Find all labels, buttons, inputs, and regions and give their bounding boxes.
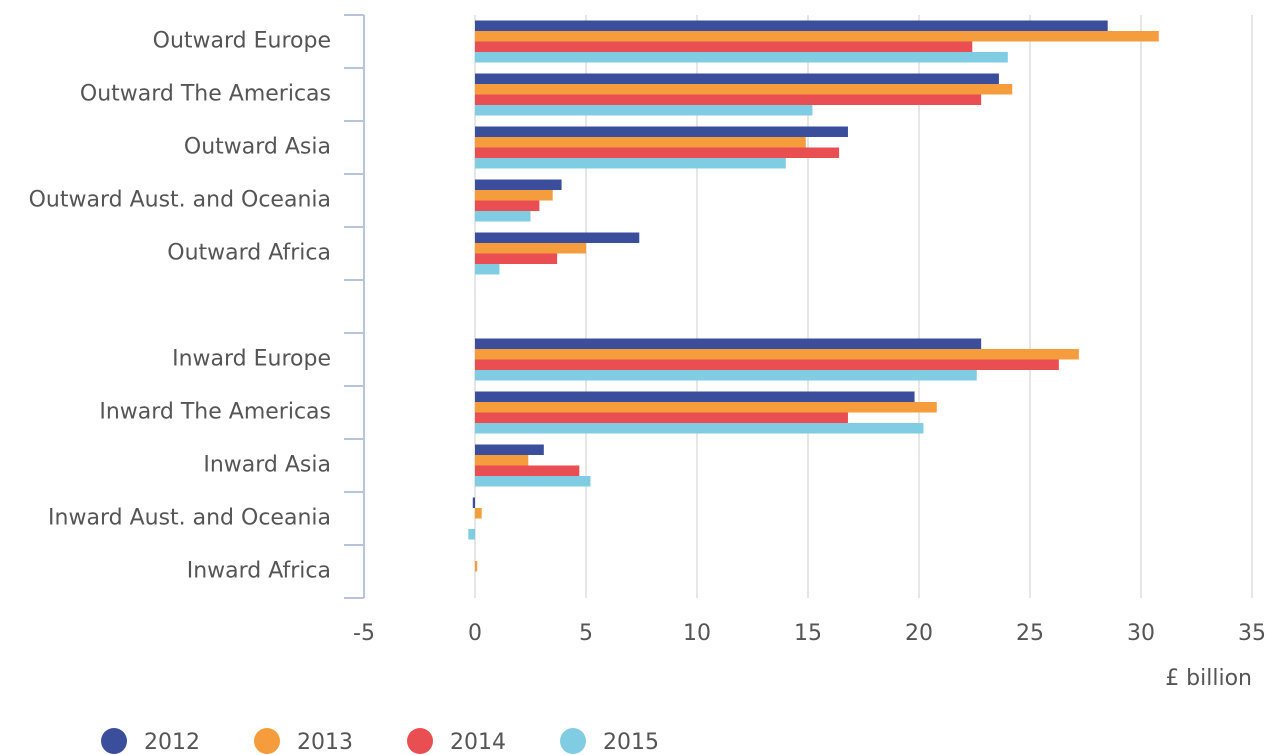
- bar: [475, 200, 540, 211]
- bar: [475, 137, 806, 148]
- bar: [475, 84, 1013, 95]
- bar: [475, 73, 999, 84]
- bar: [475, 561, 478, 572]
- bar: [475, 423, 924, 434]
- legend-label: 2014: [450, 730, 506, 755]
- bar: [475, 52, 1008, 63]
- y-tick-label: Inward Europe: [172, 347, 331, 372]
- legend-swatch: [560, 728, 586, 754]
- bar: [475, 232, 640, 243]
- bar: [475, 158, 786, 169]
- y-tick-label: Inward The Americas: [99, 400, 331, 425]
- x-tick-label: 0: [468, 621, 482, 646]
- legend-swatch: [407, 728, 433, 754]
- bar: [475, 105, 813, 116]
- legend-swatch: [101, 728, 127, 754]
- x-tick-label: 15: [794, 621, 822, 646]
- bar: [475, 465, 580, 476]
- bar: [475, 41, 973, 52]
- bar: [475, 190, 553, 201]
- y-tick-label: Outward Europe: [153, 29, 331, 54]
- x-tick-label: 25: [1016, 621, 1044, 646]
- bar: [475, 476, 591, 487]
- x-tick-label: -5: [353, 621, 375, 646]
- bar: [475, 370, 977, 381]
- bar: [475, 349, 1079, 360]
- x-axis-label: £ billion: [1165, 666, 1252, 691]
- bar: [475, 31, 1159, 42]
- x-tick-label: 10: [683, 621, 711, 646]
- bar: [475, 243, 586, 254]
- bar: [475, 147, 840, 158]
- bar: [475, 338, 982, 349]
- legend-label: 2012: [144, 730, 200, 755]
- y-tick-label: Outward Africa: [167, 241, 331, 266]
- bar: [472, 497, 475, 508]
- x-tick-label: 5: [579, 621, 593, 646]
- bar: [475, 253, 558, 264]
- bar: [475, 211, 531, 222]
- bar: [475, 508, 482, 519]
- x-tick-label: 30: [1127, 621, 1155, 646]
- y-tick-label: Outward The Americas: [80, 82, 331, 107]
- bar: [475, 20, 1108, 31]
- x-tick-label: 20: [905, 621, 933, 646]
- bar: [475, 412, 848, 423]
- bar: [475, 264, 500, 275]
- y-tick-label: Inward Africa: [187, 559, 331, 584]
- legend-label: 2013: [297, 730, 353, 755]
- bar: [475, 444, 544, 455]
- bar: [475, 179, 562, 190]
- y-tick-label: Outward Asia: [184, 135, 331, 160]
- y-tick-label: Outward Aust. and Oceania: [29, 188, 331, 213]
- bar: [468, 529, 475, 540]
- bar: [475, 391, 915, 402]
- x-tick-label: 35: [1238, 621, 1266, 646]
- bar: [475, 455, 529, 466]
- legend-swatch: [254, 728, 280, 754]
- y-tick-label: Inward Asia: [203, 453, 331, 478]
- bar: [475, 359, 1059, 370]
- bar: [475, 402, 937, 413]
- bar: [475, 126, 848, 137]
- bar: [475, 94, 982, 105]
- legend-label: 2015: [603, 730, 659, 755]
- y-tick-label: Inward Aust. and Oceania: [48, 506, 331, 531]
